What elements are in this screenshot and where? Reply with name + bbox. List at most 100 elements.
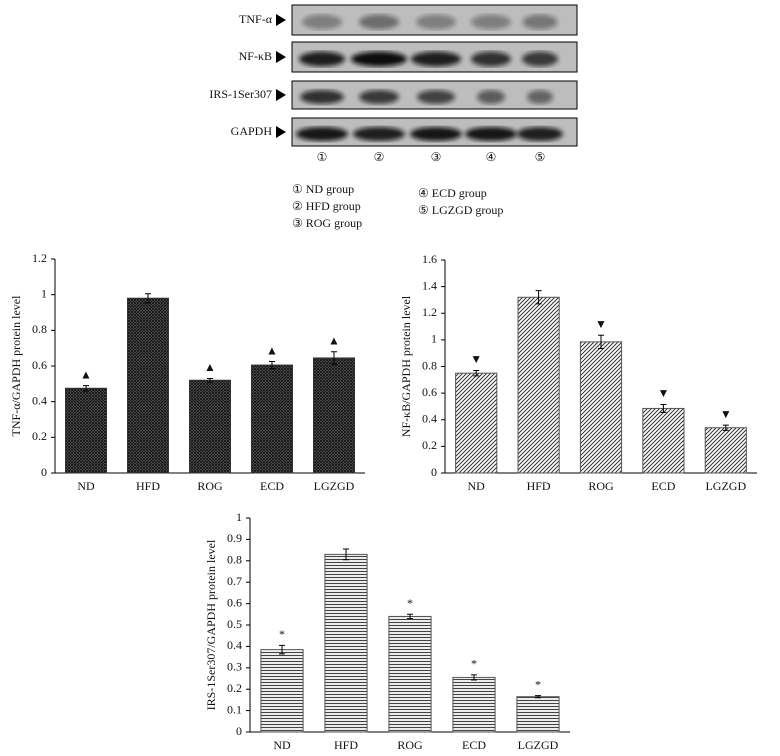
y-tick-label: 1.2 <box>422 305 437 319</box>
x-tick-label: HFD <box>527 479 551 493</box>
x-tick-label: HFD <box>334 738 358 752</box>
bar <box>189 379 231 474</box>
y-tick-label: 1.4 <box>422 278 437 292</box>
y-tick-label: 0.9 <box>227 531 242 545</box>
y-tick-label: 1 <box>236 510 242 524</box>
legend-entry: ② HFD group <box>292 199 361 213</box>
lane-label: ② <box>374 150 385 164</box>
blot-band <box>300 90 344 104</box>
blot-row-label: TNF-α <box>239 12 273 26</box>
significance-marker: * <box>471 657 477 671</box>
blot-band <box>471 14 511 30</box>
blot-band <box>351 51 407 67</box>
bar <box>455 372 498 474</box>
x-tick-label: ROG <box>197 479 223 493</box>
blot-band <box>416 14 456 30</box>
y-tick-label: 0.2 <box>32 429 47 443</box>
blot-band <box>302 14 342 30</box>
y-tick-label: 1.6 <box>422 252 437 266</box>
blot-band <box>417 90 455 104</box>
significance-marker: ▼ <box>595 317 607 331</box>
blot-band <box>477 90 505 104</box>
bar <box>388 615 432 733</box>
y-tick-label: 1.2 <box>32 251 47 265</box>
row-arrow <box>276 51 286 63</box>
blot-band <box>296 127 348 141</box>
row-arrow <box>276 126 286 138</box>
significance-marker: ▲ <box>80 367 92 381</box>
error-bar <box>598 334 604 350</box>
bar <box>642 407 685 474</box>
error-bar <box>207 377 213 383</box>
y-tick-label: 0.2 <box>227 681 242 695</box>
y-tick-label: 1 <box>41 286 47 300</box>
blot-band <box>359 14 399 30</box>
significance-marker: ▲ <box>266 343 278 357</box>
significance-marker: ▼ <box>657 386 669 400</box>
significance-marker: * <box>279 627 285 641</box>
x-tick-label: ND <box>273 738 291 752</box>
y-tick-label: 0.5 <box>227 617 242 631</box>
lane-label: ① <box>317 150 328 164</box>
error-bar <box>407 613 413 620</box>
significance-marker: ▲ <box>328 333 340 347</box>
y-tick-label: 0.6 <box>32 358 47 372</box>
y-tick-label: 0.1 <box>227 702 242 716</box>
row-arrow <box>276 14 286 26</box>
error-bar <box>535 290 542 305</box>
significance-marker: ▲ <box>204 360 216 374</box>
significance-marker: ▼ <box>470 352 482 366</box>
blot-band <box>465 127 517 141</box>
blot-band <box>522 14 558 30</box>
lane-label: ④ <box>486 150 497 164</box>
legend-entry: ⑤ LGZGD group <box>418 203 503 217</box>
x-tick-label: LGZGD <box>518 738 559 752</box>
error-bar <box>660 403 667 413</box>
y-tick-label: 0.8 <box>422 358 437 372</box>
bar <box>324 553 368 733</box>
y-tick-label: 0.6 <box>227 595 242 609</box>
error-bar <box>331 351 337 365</box>
x-tick-label: HFD <box>136 479 160 493</box>
x-tick-label: LGZGD <box>314 479 355 493</box>
x-tick-label: ND <box>77 479 95 493</box>
y-axis-label: TNF-α/GAPDH protein level <box>9 295 23 437</box>
significance-marker: * <box>407 596 413 610</box>
blot-row-label: IRS-1Ser307 <box>209 87 272 101</box>
x-tick-label: ND <box>468 479 486 493</box>
error-bar <box>269 361 275 370</box>
error-bar <box>279 644 285 655</box>
error-bar <box>343 548 349 561</box>
blot-row-label: GAPDH <box>231 124 273 138</box>
significance-marker: * <box>535 677 541 691</box>
blot-band <box>527 90 553 104</box>
bar <box>516 696 560 733</box>
y-tick-label: 0 <box>236 724 242 738</box>
lane-label: ⑤ <box>535 150 546 164</box>
y-tick-label: 0 <box>41 465 47 479</box>
y-tick-label: 0.8 <box>32 322 47 336</box>
blot-band <box>471 51 511 67</box>
error-bar <box>722 424 729 431</box>
x-tick-label: ROG <box>397 738 423 752</box>
y-tick-label: 0.2 <box>422 438 437 452</box>
blot-band <box>299 51 345 67</box>
legend-entry: ③ ROG group <box>292 216 362 230</box>
error-bar <box>145 293 151 304</box>
blot-band <box>522 51 558 67</box>
error-bar <box>535 695 541 699</box>
bar <box>251 364 293 474</box>
y-axis-label: IRS-1Ser307/GAPDH protein level <box>204 539 218 710</box>
error-bar <box>471 674 477 681</box>
blot-band <box>410 127 462 141</box>
blot-band <box>353 127 405 141</box>
bar <box>65 387 107 474</box>
lane-label: ③ <box>431 150 442 164</box>
bar <box>127 297 169 474</box>
bar <box>704 427 747 474</box>
bar <box>517 296 560 474</box>
y-tick-label: 0.7 <box>227 574 242 588</box>
row-arrow <box>276 89 286 101</box>
significance-marker: ▼ <box>720 407 732 421</box>
